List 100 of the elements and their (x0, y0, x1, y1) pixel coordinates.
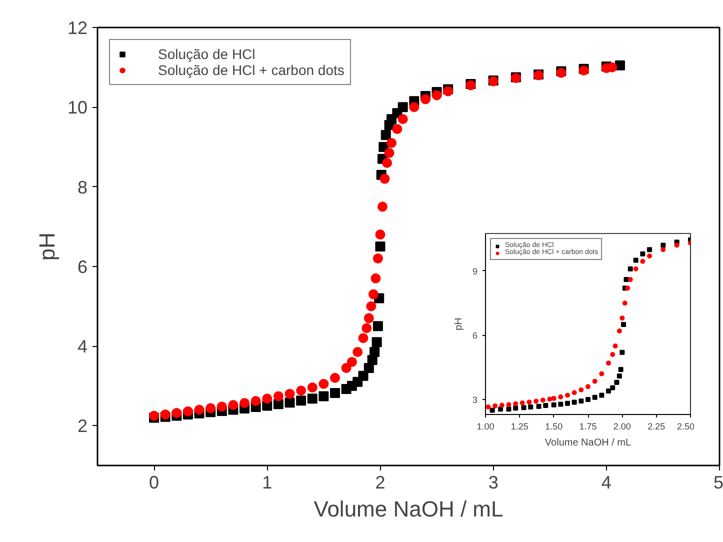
point (409, 102, 420, 112)
point (565, 392, 570, 398)
point (296, 386, 306, 396)
point (240, 398, 250, 408)
point (551, 396, 556, 401)
y-axis-title: pH (453, 318, 464, 330)
point (370, 347, 380, 358)
point (558, 402, 564, 407)
y-axis-title: pH (34, 232, 60, 261)
point (330, 388, 340, 398)
legend-label: Solução de HCl + carbon dots (158, 62, 344, 78)
point (506, 406, 512, 412)
point (307, 382, 318, 392)
point (674, 242, 680, 248)
point (486, 404, 491, 410)
point (368, 289, 378, 300)
point (498, 406, 504, 412)
point (640, 251, 646, 256)
point (578, 387, 584, 392)
point (341, 362, 352, 373)
point (606, 388, 611, 394)
point (633, 266, 638, 272)
point (307, 394, 318, 404)
x-tick-label: 1.50 (545, 422, 563, 432)
point (273, 391, 284, 402)
point (384, 148, 394, 158)
point (586, 384, 590, 390)
point (592, 394, 598, 400)
x-tick-label: 3 (488, 472, 498, 492)
point (536, 404, 542, 409)
point (610, 352, 616, 358)
point (513, 406, 518, 411)
point (432, 90, 442, 100)
x-tick-label: 1 (262, 472, 272, 492)
point (346, 356, 357, 367)
point (372, 321, 383, 332)
point (216, 402, 227, 412)
point (628, 266, 633, 272)
y-tick-label: 6 (472, 330, 478, 341)
point (366, 301, 376, 312)
point (194, 404, 204, 415)
point (592, 378, 598, 384)
point (250, 396, 261, 406)
point (492, 403, 498, 408)
point (612, 343, 618, 348)
y-tick-label: 3 (472, 395, 478, 406)
point (358, 333, 368, 344)
y-tick-label: 9 (472, 266, 478, 276)
point (296, 396, 306, 406)
point (358, 370, 368, 381)
point (622, 300, 628, 306)
point (364, 313, 374, 324)
point (228, 400, 238, 410)
point (640, 258, 646, 264)
point (599, 392, 604, 398)
point (499, 402, 504, 408)
point (620, 350, 625, 355)
x-tick-label: 1.25 (510, 422, 528, 432)
point (618, 367, 624, 372)
point (543, 403, 548, 408)
point (380, 130, 391, 140)
point (380, 174, 390, 184)
point (521, 405, 526, 410)
point (558, 394, 564, 400)
point (377, 202, 388, 212)
point (534, 398, 539, 404)
point (628, 277, 633, 282)
point (420, 94, 430, 104)
point (392, 124, 402, 134)
x-tick-label: 0 (149, 472, 160, 492)
point (572, 400, 577, 405)
point (182, 406, 193, 416)
point (382, 158, 392, 168)
point (398, 102, 408, 112)
point (551, 402, 556, 408)
x-tick-label: 4 (601, 472, 612, 492)
point (625, 286, 630, 291)
point (375, 230, 386, 240)
point (620, 316, 625, 321)
point (599, 371, 604, 376)
point (398, 114, 408, 124)
point (330, 372, 340, 383)
y-tick-label: 6 (77, 256, 88, 277)
point (206, 403, 216, 414)
x-axis-title: Volume NaOH / mL (544, 438, 632, 448)
point (528, 404, 534, 410)
y-tick-label: 12 (67, 18, 88, 38)
point (660, 242, 666, 248)
point (660, 247, 666, 252)
point (372, 337, 382, 348)
x-tick-label: 1.75 (579, 422, 597, 432)
point (375, 242, 386, 252)
point (633, 258, 638, 263)
point (318, 391, 329, 402)
point (547, 396, 552, 402)
point (621, 322, 626, 328)
x-axis-title: Volume NaOH / mL (314, 496, 504, 522)
point (284, 398, 295, 408)
point (513, 401, 518, 406)
point (386, 138, 397, 148)
